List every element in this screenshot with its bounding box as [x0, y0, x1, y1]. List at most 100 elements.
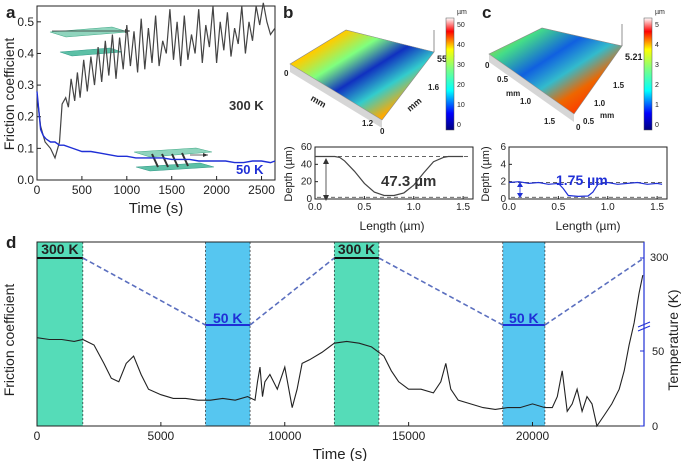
- x-tick-label-d: 0: [34, 429, 41, 443]
- x-tick-label-d: 5000: [148, 429, 175, 443]
- depth-profile-b: [315, 155, 464, 197]
- x-tick-label-a: 0: [34, 183, 41, 197]
- axis-c-tick-05b: 0.5: [583, 117, 595, 126]
- depth-annotation-b: 47.3 µm: [381, 173, 436, 190]
- y-tick-label-a: 0.3: [17, 78, 34, 92]
- y-axis-label-d: Friction coefficient: [1, 284, 17, 397]
- x-tick-label-d: 20000: [516, 429, 550, 443]
- y-tick-label-a: 0.1: [17, 141, 34, 155]
- y-tick-label: 40: [301, 159, 313, 170]
- colorbar-title-c: µm: [655, 9, 665, 16]
- y-tick-label: 0: [306, 194, 312, 205]
- x-tick-label-d: 15000: [392, 429, 426, 443]
- axis-c-tick-05: 0.5: [497, 75, 509, 84]
- colorbar-b: [445, 17, 455, 131]
- x-tick-label: 0.5: [357, 202, 371, 213]
- temperature-segment: [544, 257, 645, 326]
- friction-line-d: [36, 274, 644, 428]
- colorbar-c: [643, 17, 653, 131]
- y2-tick-50: 50: [652, 346, 664, 358]
- axis-c-tick-15b: 1.5: [613, 81, 625, 90]
- axis-x-unit-b: mm: [309, 93, 328, 110]
- y-tick-label: 2: [500, 177, 506, 188]
- x-tick-label: 1.0: [601, 202, 615, 213]
- x-axis-label-b: Length (µm): [360, 219, 425, 233]
- y-tick-label-a: 0.4: [17, 46, 34, 60]
- x-tick-label-a: 1000: [113, 183, 140, 197]
- colorbar-tick-label: 5: [655, 22, 659, 29]
- temperature-band: [37, 242, 83, 426]
- x-tick-label-a: 2500: [248, 183, 275, 197]
- axis-c-tick-zero: 0: [576, 123, 581, 132]
- axis-c-tick-0: 0: [485, 61, 490, 70]
- y2-tick-300: 300: [650, 252, 668, 264]
- surface-base-b: [290, 64, 382, 128]
- panel-letter-c: c: [482, 3, 491, 22]
- axis-y-tick-b: 1.2: [362, 119, 374, 128]
- panel-letter-a: a: [6, 3, 16, 22]
- panel-letter-b: b: [283, 3, 293, 22]
- annotation-300k: 300 K: [229, 98, 264, 113]
- axis-y-tick-b-end: 1.6: [428, 83, 440, 92]
- y-axis-label-c: Depth (µm): [480, 146, 492, 201]
- depth-arrowhead-c-bottom: [517, 193, 523, 198]
- colorbar-tick-label: 30: [457, 62, 465, 69]
- y-tick-label: 4: [500, 159, 506, 170]
- series-line-300k: [36, 2, 276, 160]
- band-label: 50 K: [509, 310, 539, 326]
- panel-c-frame: [508, 146, 668, 200]
- axis-c-tick-10: 1.0: [520, 97, 532, 106]
- z-value-c: 5.21: [625, 52, 643, 62]
- colorbar-title-b: µm: [457, 9, 467, 16]
- colorbar-tick-label: 50: [457, 22, 465, 29]
- colorbar-tick-label: 0: [655, 122, 659, 129]
- axis-y-unit-b: mm: [405, 96, 424, 114]
- panel-letter-d: d: [6, 233, 16, 252]
- y-tick-label: 20: [301, 177, 313, 188]
- x-tick-label: 1.5: [650, 202, 664, 213]
- axis-c-tick-15: 1.5: [544, 117, 556, 126]
- x-axis-label-c: Length (µm): [556, 219, 621, 233]
- colorbar-tick-label: 1: [655, 102, 659, 109]
- y-tick-label: 6: [500, 142, 506, 153]
- temperature-band: [205, 242, 251, 426]
- series-line-50k: [36, 91, 276, 164]
- x-tick-label: 1.5: [456, 202, 470, 213]
- y-tick-label: 0: [500, 194, 506, 205]
- panel-c-chart: 5.21 0 0.5 mm 1.0 1.5 1.0 1.5 mm 0 0.5 µ…: [480, 9, 668, 233]
- surface-base-c: [489, 54, 574, 122]
- axis-break-d: [637, 321, 651, 332]
- x-tick-label: 0.5: [551, 202, 565, 213]
- y2-tick-0: 0: [652, 421, 658, 433]
- y-axis-label-b: Depth (µm): [283, 146, 295, 201]
- y-tick-label-a: 0.5: [17, 15, 34, 29]
- x-axis-label-d: Time (s): [313, 446, 367, 461]
- axis-x-tick-b-start: 0: [284, 69, 289, 78]
- x-tick-label-a: 500: [72, 183, 92, 197]
- x-tick-label-a: 1500: [158, 183, 185, 197]
- x-tick-label: 0.0: [308, 202, 322, 213]
- x-axis-label-a: Time (s): [129, 200, 183, 217]
- y2-axis-label-d: Temperature (K): [665, 289, 681, 390]
- temperature-band: [502, 242, 545, 426]
- axis-y-tick-b-zero: 0: [380, 127, 385, 136]
- depth-arrowhead-b-top: [323, 158, 329, 164]
- colorbar-tick-label: 4: [655, 42, 659, 49]
- temperature-band: [334, 242, 379, 426]
- band-label: 50 K: [213, 310, 243, 326]
- y-tick-label-a: 0.2: [17, 110, 34, 124]
- y-axis-label-a: Friction coefficient: [1, 38, 17, 151]
- x-tick-label-a: 2000: [203, 183, 230, 197]
- x-tick-label: 0.0: [502, 202, 516, 213]
- colorbar-tick-label: 2: [655, 82, 659, 89]
- colorbar-tick-label: 3: [655, 62, 659, 69]
- axis-c-unit-y: mm: [600, 111, 614, 120]
- sliding-schematic-bottom: [133, 147, 215, 172]
- depth-profile-c: [508, 181, 663, 198]
- temperature-segment: [249, 257, 335, 326]
- axis-c-tick-10b: 1.0: [594, 99, 606, 108]
- panel-a-chart: 0 500 1000 1500 2000 2500 0.0 0.1 0.2 0.3 0.4 0.5 3…: [1, 2, 276, 217]
- band-label: 300 K: [41, 241, 78, 257]
